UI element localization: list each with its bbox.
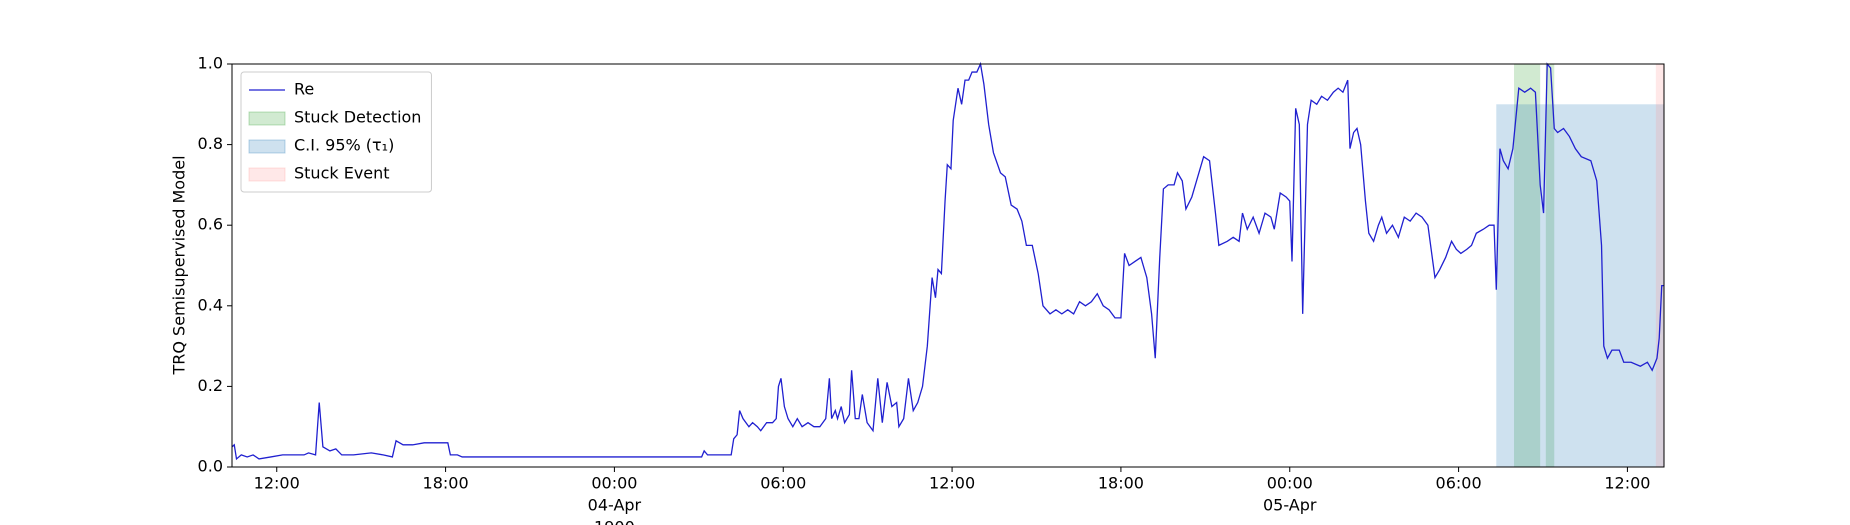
x-tick-label: 12:00 [1604,474,1650,493]
y-tick-label: 1.0 [198,54,223,73]
legend-patch [248,167,286,182]
x-tick-label: 06:00 [760,474,806,493]
y-tick-label: 0.2 [198,376,223,395]
axes-frame [231,63,1665,468]
x-tick-label: 06:00 [1436,474,1482,493]
y-tick-label: 0.6 [198,215,223,234]
x-tick-label: 18:00 [423,474,469,493]
legend-box [240,71,432,193]
x-tick-date: 04-Apr [588,496,642,515]
legend-label: Stuck Event [294,164,390,183]
x-tick-label: 00:00 [1267,474,1313,493]
legend-label: Re [294,80,314,99]
legend-patch [248,111,286,126]
x-tick-date: 05-Apr [1263,496,1317,515]
y-axis-label: TRQ Semisupervised Model [170,155,189,375]
shaded-span [1496,104,1664,468]
y-tick-label: 0.0 [198,457,223,476]
x-tick-year: 1900 [594,518,635,525]
shaded-span [1514,64,1541,467]
x-tick-label: 18:00 [1098,474,1144,493]
legend: Re Stuck Detection C.I. 95% (τ₁) Stuck Even… [240,71,432,193]
x-tick-label: 12:00 [929,474,975,493]
legend-patch [248,139,286,154]
x-tick-label: 00:00 [591,474,637,493]
legend-label: C.I. 95% (τ₁) [294,136,394,155]
legend-label: Stuck Detection [294,108,421,127]
y-tick-label: 0.4 [198,295,223,314]
y-tick-label: 0.8 [198,134,223,153]
shaded-span [1655,64,1664,467]
data-line [231,61,1664,461]
x-tick-label: 12:00 [254,474,300,493]
shaded-span [1545,64,1555,467]
